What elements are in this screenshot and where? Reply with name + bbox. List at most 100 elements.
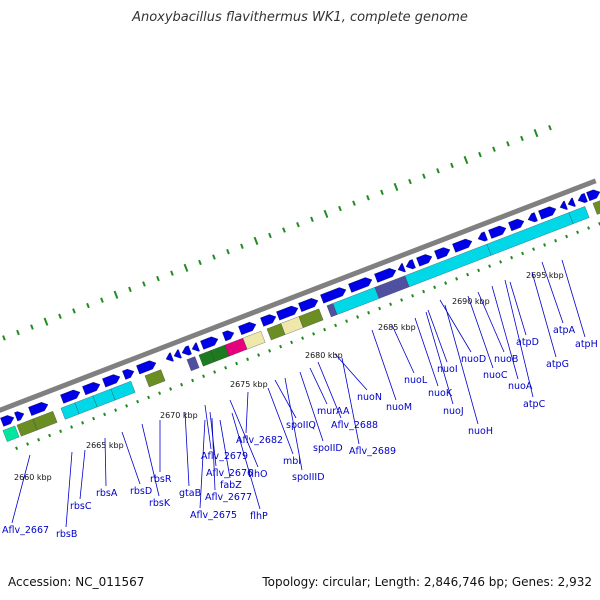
feature-block [186,356,200,372]
feature-block [242,330,266,350]
gc-skew-tick [310,216,314,223]
inner-tick [455,277,459,281]
gc-skew-tick [506,141,510,147]
inner-tick [268,349,272,353]
gene-leader-line [204,404,212,450]
gene-leader-line [317,361,342,419]
gene-arrow-forward [348,277,373,293]
gene-leader-line [541,261,564,324]
feature-block [568,206,590,224]
gene-leader-line [341,357,360,445]
gene-arrow-forward [173,349,182,359]
gene-leader-line [11,454,31,524]
gene-leader-line [509,281,527,336]
gc-skew-tick [422,173,426,179]
inner-tick [576,230,580,234]
gene-leader-line [184,411,190,487]
gene-leader-line [274,379,297,419]
gene-label: atpC [523,399,546,410]
gc-skew-tick [533,128,539,138]
gene-leader-line [414,317,439,387]
gene-label: gtaB [179,488,201,499]
gene-arrow-forward [122,368,135,380]
feature-block [110,380,136,401]
gc-skew-tick [198,259,202,266]
gene-leader-line [284,377,303,471]
gene-leader-line [245,391,249,434]
gene-arrow-forward [416,254,433,267]
gene-label: rbsB [56,529,77,540]
inner-tick [202,374,206,378]
gene-arrow-forward [14,411,25,422]
inner-tick [389,302,393,306]
gene-label: fabZ [220,480,242,491]
inner-tick [81,421,85,425]
gc-skew-tick [226,248,230,255]
gene-arrow-forward [102,374,121,388]
gene-label: nuoC [483,370,508,381]
gene-label: Aflv_2677 [205,492,252,503]
inner-tick [444,281,448,285]
inner-tick [224,365,228,370]
gene-arrow-forward [82,382,101,396]
gene-label: spoIID [313,443,343,454]
backbone-line [0,178,597,413]
gene-label: nuoM [386,402,412,413]
inner-tick [114,408,118,412]
inner-tick [433,285,437,290]
feature-block [2,425,20,442]
gene-leader-line [334,353,368,391]
gene-arrow-forward [488,225,507,239]
scale-label: 2690 kbp [452,297,490,306]
inner-tick [26,442,30,446]
inner-tick [92,416,96,421]
gene-arrow-forward [200,336,219,350]
inner-tick [290,340,294,345]
gc-skew-tick [253,236,259,245]
inner-tick [312,332,316,336]
gene-label: murAA [317,406,350,417]
gc-skew-tick [170,270,174,276]
inner-tick [499,260,503,264]
gene-arrow-forward [374,268,397,283]
inner-tick [59,429,63,434]
inner-tick [70,425,74,429]
gene-arrow-forward [60,389,81,404]
gc-skew-tick [492,146,496,152]
gc-skew-tick [463,155,469,165]
gc-skew-tick [142,281,146,287]
gene-arrow-forward [298,298,319,312]
gene-label: atpH [575,339,598,350]
gc-skew-tick [380,189,384,196]
scale-label: 2670 kbp [160,411,198,420]
gene-label: rbsA [96,488,118,499]
gc-skew-tick [43,317,49,326]
inner-tick [565,234,569,239]
inner-tick [477,268,481,273]
gc-skew-tick [2,335,6,341]
inner-tick [411,294,415,298]
inner-tick [246,357,250,362]
gene-arrow-forward [538,206,557,220]
gene-arrow-forward [136,360,157,375]
inner-tick [180,382,184,387]
inner-tick [301,336,305,340]
gene-label: nuoA [508,381,533,392]
feature-block [144,369,166,388]
scale-label: 2675 kbp [230,380,268,389]
gene-leader-line [199,419,206,509]
feature-block [32,411,58,431]
inner-tick [147,395,151,400]
gene-label: rbsK [149,498,171,509]
inner-tick [378,306,382,311]
scale-label: 2680 kbp [305,351,343,360]
gc-skew-tick [352,200,356,206]
inner-tick [532,247,536,251]
gene-label: Aflv_2682 [236,435,283,446]
inner-tick [510,255,514,260]
gc-skew-tick [408,178,412,185]
inner-tick [521,251,525,256]
gene-label: nuoB [494,354,518,365]
gene-label: Aflv_2689 [349,446,396,457]
gene-arrow-forward [238,322,257,335]
